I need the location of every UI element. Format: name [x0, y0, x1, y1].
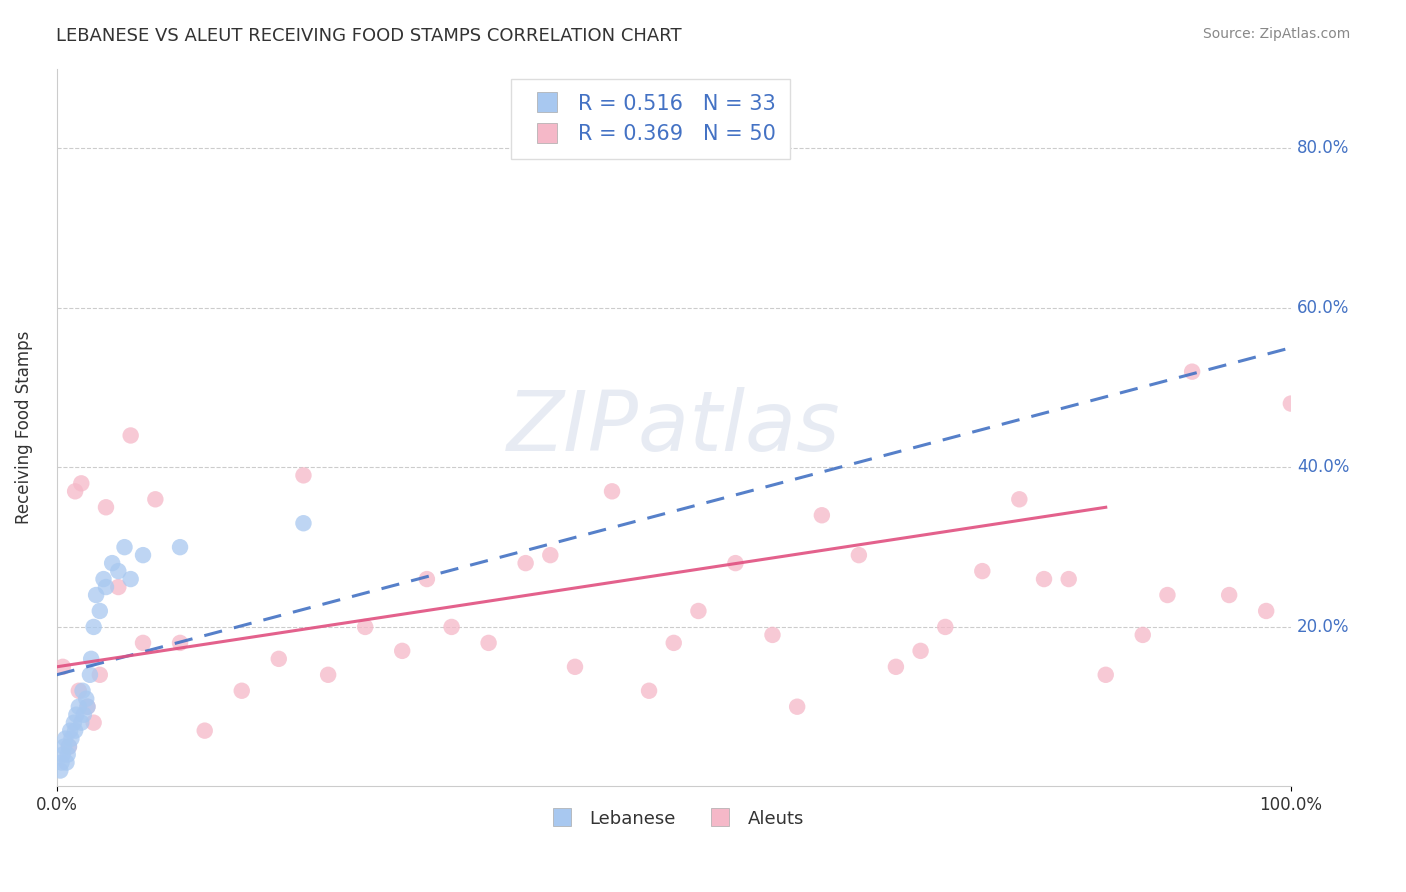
Text: 80.0%: 80.0% — [1298, 139, 1350, 157]
Point — [63, 484, 86, 499]
Point — [65, 707, 87, 722]
Point — [292, 468, 315, 483]
Point — [1156, 588, 1178, 602]
Point — [73, 707, 96, 722]
Point — [934, 620, 956, 634]
Point — [354, 620, 377, 634]
Point — [76, 699, 98, 714]
Point — [52, 747, 75, 762]
Point — [1033, 572, 1056, 586]
Point — [478, 636, 501, 650]
Point — [231, 683, 253, 698]
Point — [1008, 492, 1031, 507]
Point — [60, 731, 83, 746]
Point — [83, 620, 105, 634]
Point — [564, 660, 586, 674]
Point — [107, 564, 129, 578]
Point — [49, 764, 72, 778]
Point — [52, 660, 75, 674]
Point — [51, 756, 73, 770]
Point — [316, 667, 339, 681]
Legend: Lebanese, Aleuts: Lebanese, Aleuts — [537, 803, 811, 835]
Point — [688, 604, 710, 618]
Point — [76, 699, 98, 714]
Point — [58, 739, 80, 754]
Text: 20.0%: 20.0% — [1298, 618, 1350, 636]
Point — [1057, 572, 1080, 586]
Text: LEBANESE VS ALEUT RECEIVING FOOD STAMPS CORRELATION CHART: LEBANESE VS ALEUT RECEIVING FOOD STAMPS … — [56, 27, 682, 45]
Point — [391, 644, 413, 658]
Point — [80, 652, 103, 666]
Point — [72, 683, 94, 698]
Point — [811, 508, 834, 523]
Point — [84, 588, 107, 602]
Point — [89, 667, 111, 681]
Point — [120, 428, 142, 442]
Point — [120, 572, 142, 586]
Point — [724, 556, 747, 570]
Point — [93, 572, 115, 586]
Point — [848, 548, 870, 562]
Point — [55, 756, 77, 770]
Point — [101, 556, 124, 570]
Point — [89, 604, 111, 618]
Point — [63, 723, 86, 738]
Point — [53, 731, 76, 746]
Text: ZIPatlas: ZIPatlas — [508, 387, 841, 468]
Point — [972, 564, 994, 578]
Point — [70, 715, 93, 730]
Point — [94, 500, 117, 515]
Point — [910, 644, 932, 658]
Point — [114, 540, 136, 554]
Point — [761, 628, 783, 642]
Text: 60.0%: 60.0% — [1298, 299, 1350, 317]
Point — [292, 516, 315, 531]
Point — [1132, 628, 1154, 642]
Point — [1279, 396, 1302, 410]
Point — [1181, 365, 1204, 379]
Point — [786, 699, 808, 714]
Point — [83, 715, 105, 730]
Text: 40.0%: 40.0% — [1298, 458, 1350, 476]
Point — [143, 492, 166, 507]
Y-axis label: Receiving Food Stamps: Receiving Food Stamps — [15, 331, 32, 524]
Point — [267, 652, 290, 666]
Point — [132, 636, 155, 650]
Point — [538, 548, 561, 562]
Point — [58, 739, 80, 754]
Point — [638, 683, 661, 698]
Point — [169, 636, 191, 650]
Point — [94, 580, 117, 594]
Point — [107, 580, 129, 594]
Point — [132, 548, 155, 562]
Point — [662, 636, 685, 650]
Point — [1218, 588, 1240, 602]
Point — [75, 691, 97, 706]
Point — [416, 572, 439, 586]
Point — [63, 715, 86, 730]
Point — [56, 747, 79, 762]
Text: Source: ZipAtlas.com: Source: ZipAtlas.com — [1202, 27, 1350, 41]
Point — [515, 556, 537, 570]
Point — [1094, 667, 1116, 681]
Point — [70, 476, 93, 491]
Point — [169, 540, 191, 554]
Point — [1256, 604, 1278, 618]
Point — [440, 620, 463, 634]
Point — [600, 484, 623, 499]
Point — [79, 667, 101, 681]
Point — [59, 723, 82, 738]
Point — [67, 699, 90, 714]
Point — [194, 723, 217, 738]
Point — [884, 660, 907, 674]
Point — [67, 683, 90, 698]
Point — [53, 739, 76, 754]
